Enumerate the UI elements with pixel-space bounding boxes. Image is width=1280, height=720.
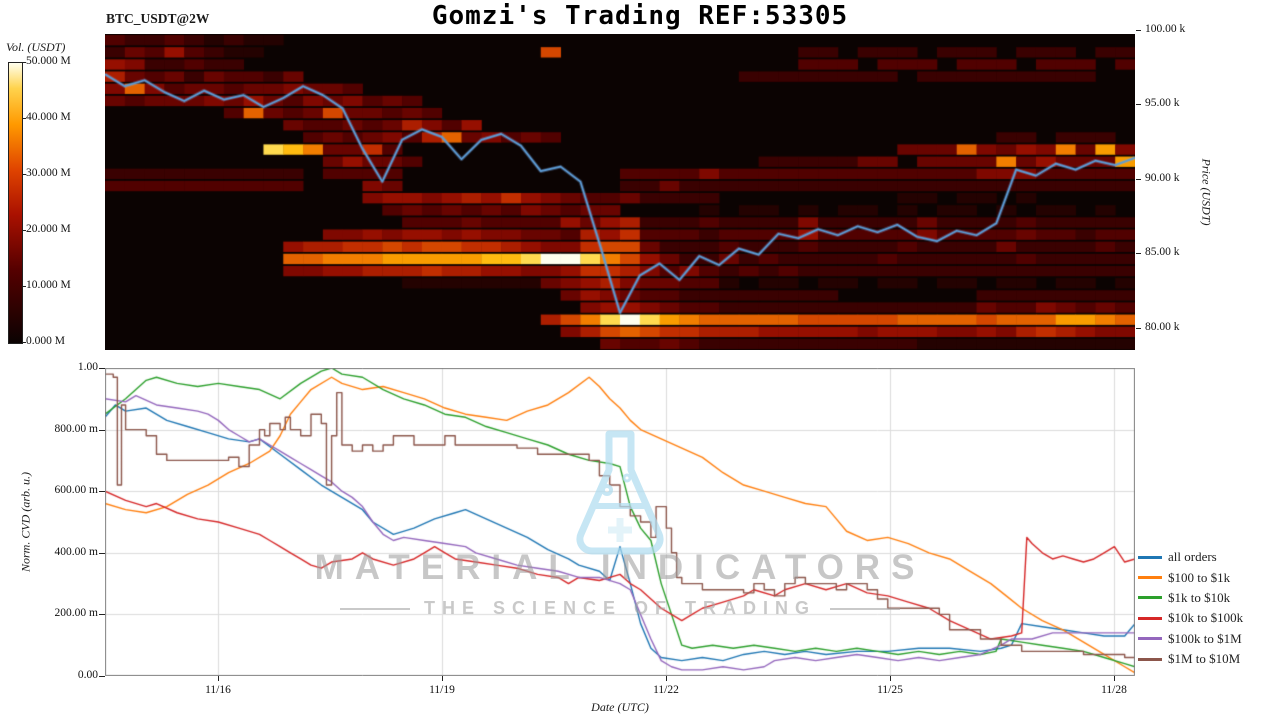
legend-swatch <box>1138 596 1162 600</box>
cvd-x-tick-label: 11/25 <box>877 684 903 696</box>
price-tick-label: 80.00 k <box>1145 321 1180 333</box>
cvd-x-tick-label: 11/19 <box>429 684 455 696</box>
colorbar-tick-mark <box>22 174 26 175</box>
cvd-y-tick-mark <box>99 614 105 615</box>
cvd-y-tick-mark <box>99 676 105 677</box>
colorbar-tick-mark <box>22 118 26 119</box>
cvd-y-tick-label: 0.00 <box>77 669 98 681</box>
cvd-x-tick-label: 11/16 <box>205 684 231 696</box>
colorbar-tick-mark <box>22 62 26 63</box>
legend-label: $10k to $100k <box>1168 610 1244 626</box>
price-tick-label: 85.00 k <box>1145 246 1180 258</box>
legend-label: $100 to $1k <box>1168 569 1231 585</box>
legend-swatch <box>1138 616 1162 620</box>
colorbar-tick-mark <box>22 230 26 231</box>
legend-swatch <box>1138 657 1162 661</box>
price-tick-label: 90.00 k <box>1145 172 1180 184</box>
cvd-x-tick-label: 11/28 <box>1101 684 1127 696</box>
cvd-x-tick-label: 11/22 <box>653 684 679 696</box>
legend-swatch <box>1138 637 1162 641</box>
price-heatmap-canvas <box>105 34 1135 350</box>
legend-item-5: $100k to $1M <box>1138 629 1280 649</box>
volume-colorbar <box>8 62 23 344</box>
cvd-x-tick-mark <box>666 676 667 681</box>
colorbar-tick-label: 30.000 M <box>26 167 71 179</box>
legend-label: all orders <box>1168 549 1217 565</box>
legend: all orders $100 to $1k $1k to $10k $10k to … <box>1138 547 1280 669</box>
price-tick-mark <box>1136 179 1141 180</box>
cvd-y-tick-mark <box>99 491 105 492</box>
price-tick-mark <box>1136 328 1141 329</box>
cvd-y-tick-label: 400.00 m <box>54 546 98 558</box>
legend-label: $1M to $10M <box>1168 651 1241 667</box>
legend-item-6: $1M to $10M <box>1138 649 1280 669</box>
cvd-chart-canvas <box>105 368 1135 676</box>
cvd-y-tick-mark <box>99 553 105 554</box>
price-tick-label: 95.00 k <box>1145 97 1180 109</box>
cvd-x-axis-title: Date (UTC) <box>591 700 649 714</box>
colorbar-tick-label: 10.000 M <box>26 279 71 291</box>
legend-item-4: $10k to $100k <box>1138 608 1280 628</box>
cvd-y-tick-label: 200.00 m <box>54 607 98 619</box>
colorbar-tick-mark <box>22 286 26 287</box>
colorbar-tick-label: 20.000 M <box>26 223 71 235</box>
cvd-y-tick-label: 600.00 m <box>54 484 98 496</box>
legend-label: $100k to $1M <box>1168 630 1242 646</box>
legend-swatch <box>1138 555 1162 559</box>
price-tick-mark <box>1136 104 1141 105</box>
cvd-x-tick-mark <box>890 676 891 681</box>
legend-item-1: all orders <box>1138 547 1280 567</box>
cvd-x-tick-mark <box>218 676 219 681</box>
page-title: Gomzi's Trading REF:53305 <box>431 1 849 31</box>
legend-swatch <box>1138 576 1162 580</box>
colorbar-title: Vol. (USDT) <box>6 40 66 54</box>
cvd-x-tick-mark <box>442 676 443 681</box>
price-tick-label: 100.00 k <box>1145 23 1186 35</box>
cvd-y-tick-label: 1.00 <box>77 361 98 373</box>
price-axis-title: Price (USDT) <box>1199 158 1214 226</box>
colorbar-tick-label: 0.000 M <box>26 335 65 347</box>
legend-item-2: $100 to $1k <box>1138 567 1280 587</box>
legend-label: $1k to $10k <box>1168 589 1231 605</box>
colorbar-tick-label: 50.000 M <box>26 55 71 67</box>
cvd-y-tick-label: 800.00 m <box>54 423 98 435</box>
cvd-y-tick-mark <box>99 430 105 431</box>
colorbar-tick-mark <box>22 342 26 343</box>
price-tick-mark <box>1136 30 1141 31</box>
price-tick-mark <box>1136 253 1141 254</box>
cvd-y-axis-title: Norm. CVD (arb. u.) <box>18 471 33 573</box>
symbol-label: BTC_USDT@2W <box>106 11 210 26</box>
legend-item-3: $1k to $10k <box>1138 588 1280 608</box>
cvd-y-tick-mark <box>99 368 105 369</box>
colorbar-tick-label: 40.000 M <box>26 111 71 123</box>
cvd-x-tick-mark <box>1114 676 1115 681</box>
